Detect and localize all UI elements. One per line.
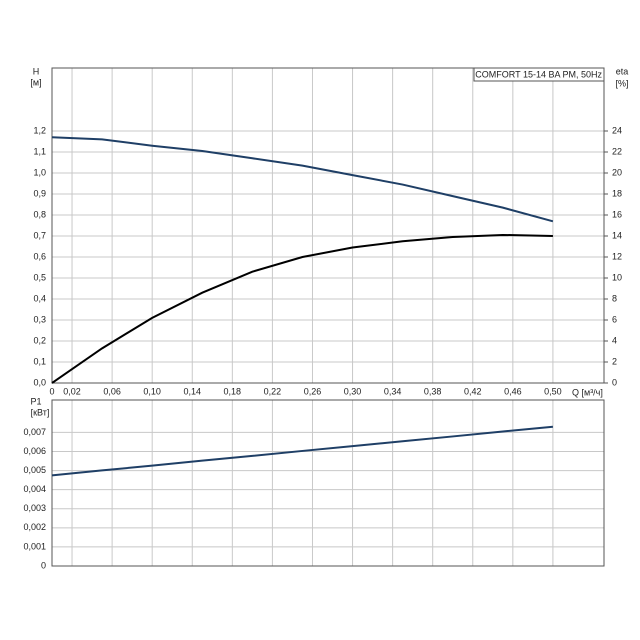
- y-tick-label: 0,005: [23, 465, 46, 475]
- x-tick-label: 0,34: [384, 386, 402, 396]
- x-tick-label: 0,50: [544, 386, 562, 396]
- y2-tick-label: 24: [612, 125, 622, 135]
- y-tick-label: 1,1: [33, 146, 46, 156]
- x-tick-label: 0,22: [264, 386, 282, 396]
- y2-tick-label: 12: [612, 251, 622, 261]
- x-tick-label: 0,06: [103, 386, 121, 396]
- title-box: [473, 67, 605, 82]
- series-line: [51, 425, 554, 477]
- y2-tick-label: 8: [612, 293, 617, 303]
- y-tick-label: 0,6: [33, 251, 46, 261]
- plot-frame: [51, 67, 605, 384]
- chart-title: COMFORT 15-14 BA PM, 50Hz: [475, 69, 602, 79]
- y-tick-label: 0,002: [23, 522, 46, 532]
- y2-unit: [%]: [615, 78, 628, 88]
- x-tick-label: 0,02: [63, 386, 81, 396]
- series-line: [51, 233, 553, 384]
- y2-tick-label: 18: [612, 188, 622, 198]
- y-tick-label: 0,4: [33, 293, 46, 303]
- y2-tick-label: 6: [612, 314, 617, 324]
- y-tick-label: 1,2: [33, 125, 46, 135]
- y-tick-label: 0,1: [33, 356, 46, 366]
- x-tick-label: 0,42: [464, 386, 482, 396]
- y-unit: [м]: [30, 77, 41, 87]
- y-tick-label: 0,7: [33, 230, 46, 240]
- plot-frame: [51, 399, 605, 567]
- y-tick-label: 0: [41, 560, 46, 570]
- x-tick-label: 0,26: [304, 386, 322, 396]
- y-tick-label: 0,006: [23, 446, 46, 456]
- y-tick-label: 0,001: [23, 541, 46, 551]
- y2-tick-label: 2: [612, 356, 617, 366]
- y2-tick-label: 4: [612, 335, 617, 345]
- x-tick-label: 0,14: [183, 386, 201, 396]
- y-label: P1: [30, 396, 41, 406]
- y2-tick-label: 0: [612, 377, 617, 387]
- y-tick-label: 0,003: [23, 503, 46, 513]
- x-tick-label: 0,38: [424, 386, 442, 396]
- y-unit: [кВт]: [31, 407, 50, 417]
- y-tick-label: 0,2: [33, 335, 46, 345]
- series-line: [51, 136, 554, 223]
- x-tick-label: 0,18: [224, 386, 242, 396]
- x-tick-label: 0,30: [344, 386, 362, 396]
- y2-tick-label: 22: [612, 146, 622, 156]
- y-tick-label: 0,9: [33, 188, 46, 198]
- y-label: H: [33, 66, 40, 76]
- x-tick-label: 0,10: [143, 386, 161, 396]
- y2-tick-label: 14: [612, 230, 622, 240]
- y-tick-label: 0,3: [33, 314, 46, 324]
- y2-tick-label: 20: [612, 167, 622, 177]
- y-tick-label: 0,004: [23, 484, 46, 494]
- y-tick-label: 1,0: [33, 167, 46, 177]
- y-tick-label: 0,0: [33, 377, 46, 387]
- y-tick-label: 0,5: [33, 272, 46, 282]
- y2-tick-label: 10: [612, 272, 622, 282]
- y-tick-label: 0,8: [33, 209, 46, 219]
- x-label: Q [м³/ч]: [572, 387, 603, 397]
- y2-tick-label: 16: [612, 209, 622, 219]
- x-tick-label: 0: [49, 386, 54, 396]
- x-tick-label: 0,46: [504, 386, 522, 396]
- y-tick-label: 0,007: [23, 427, 46, 437]
- y2-label: eta: [616, 66, 629, 76]
